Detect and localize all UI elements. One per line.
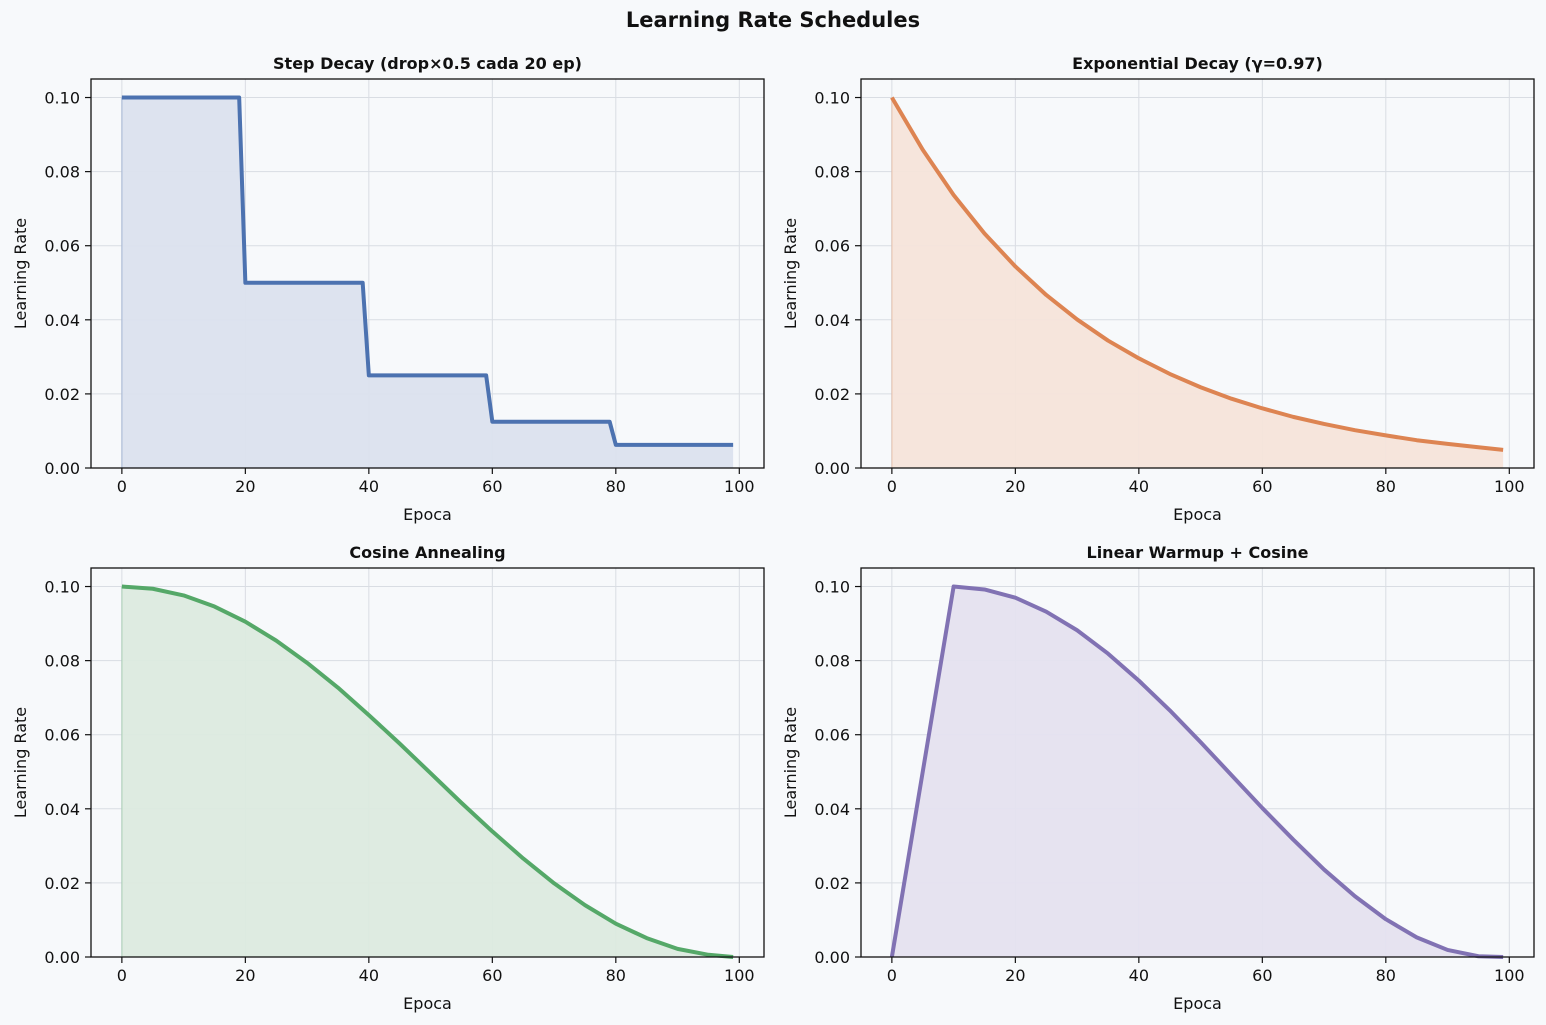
series-line xyxy=(889,584,1504,959)
x-tick-label: 20 xyxy=(235,966,255,985)
x-tick-label: 40 xyxy=(359,477,379,496)
x-tick-label: 20 xyxy=(1005,477,1025,496)
panel-title: Step Decay (drop×0.5 cada 20 ep) xyxy=(273,54,582,73)
x-tick-label: 40 xyxy=(1129,477,1149,496)
y-axis-label: Learning Rate xyxy=(11,707,30,818)
x-tick-label: 100 xyxy=(1494,966,1525,985)
x-tick-label: 20 xyxy=(1005,966,1025,985)
x-tick-label: 100 xyxy=(724,966,755,985)
series-line xyxy=(121,95,734,447)
figure-title: Learning Rate Schedules xyxy=(625,8,921,32)
x-tick-label: 60 xyxy=(482,966,502,985)
x-tick-label: 60 xyxy=(1252,477,1272,496)
x-tick-label: 60 xyxy=(1252,966,1272,985)
series-area-fill xyxy=(891,586,1504,957)
x-tick-label: 0 xyxy=(887,477,897,496)
y-axis-label: Learning Rate xyxy=(781,707,800,818)
axes-frame xyxy=(90,567,765,958)
y-tick-label: 0.10 xyxy=(814,578,850,597)
x-axis-label: Epoca xyxy=(403,505,452,524)
panel-title: Exponential Decay (γ=0.97) xyxy=(1072,54,1323,73)
y-tick-label: 0.02 xyxy=(814,874,850,893)
y-tick-label: 0.06 xyxy=(44,726,80,745)
y-tick-label: 0.02 xyxy=(44,874,80,893)
y-tick-label: 0.00 xyxy=(44,459,80,478)
series-line xyxy=(121,584,734,959)
y-tick-label: 0.04 xyxy=(44,800,80,819)
x-tick-label: 60 xyxy=(482,477,502,496)
y-tick-label: 0.02 xyxy=(814,385,850,404)
series-area-fill xyxy=(121,97,734,469)
y-tick-label: 0.04 xyxy=(44,311,80,330)
y-tick-label: 0.02 xyxy=(44,385,80,404)
y-tick-label: 0.06 xyxy=(814,237,850,256)
x-tick-label: 40 xyxy=(359,966,379,985)
x-tick-label: 100 xyxy=(1494,477,1525,496)
y-axis-label: Learning Rate xyxy=(781,218,800,329)
y-tick-label: 0.10 xyxy=(44,578,80,597)
axes-frame xyxy=(860,78,1535,469)
x-tick-label: 80 xyxy=(606,477,626,496)
axes-frame xyxy=(860,567,1535,958)
series-line xyxy=(890,96,1504,452)
y-tick-label: 0.08 xyxy=(814,652,850,671)
series-area-fill xyxy=(891,97,1504,469)
x-tick-label: 80 xyxy=(1376,966,1396,985)
y-tick-label: 0.10 xyxy=(44,89,80,108)
y-tick-label: 0.00 xyxy=(44,948,80,967)
y-axis-label: Learning Rate xyxy=(11,218,30,329)
x-tick-label: 100 xyxy=(724,477,755,496)
y-tick-label: 0.08 xyxy=(44,163,80,182)
y-tick-label: 0.00 xyxy=(814,459,850,478)
x-tick-label: 0 xyxy=(117,477,127,496)
x-tick-label: 40 xyxy=(1129,966,1149,985)
x-axis-label: Epoca xyxy=(403,994,452,1013)
y-tick-label: 0.08 xyxy=(814,163,850,182)
panel-3: 0 20 40 60 80 100 0.00 0.02 0.04 0.06 0.08 0.10 Cosi… xyxy=(11,543,765,1013)
panel-title: Cosine Annealing xyxy=(349,543,505,562)
panel-4: 0 20 40 60 80 100 0.00 0.02 0.04 0.06 0.08 0.10 Line… xyxy=(781,543,1535,1013)
y-tick-label: 0.04 xyxy=(814,311,850,330)
x-tick-label: 20 xyxy=(235,477,255,496)
y-tick-label: 0.00 xyxy=(814,948,850,967)
y-tick-label: 0.08 xyxy=(44,652,80,671)
panel-title: Linear Warmup + Cosine xyxy=(1087,543,1309,562)
y-tick-label: 0.06 xyxy=(814,726,850,745)
panel-1: 0 20 40 60 80 100 0.00 0.02 0.04 0.06 0.08 0.10 Step… xyxy=(11,54,765,524)
x-tick-label: 0 xyxy=(887,966,897,985)
x-tick-label: 80 xyxy=(606,966,626,985)
x-axis-label: Epoca xyxy=(1173,994,1222,1013)
axes-frame xyxy=(90,78,765,469)
x-tick-label: 0 xyxy=(117,966,127,985)
x-axis-label: Epoca xyxy=(1173,505,1222,524)
y-tick-label: 0.10 xyxy=(814,89,850,108)
y-tick-label: 0.04 xyxy=(814,800,850,819)
y-tick-label: 0.06 xyxy=(44,237,80,256)
panel-2: 0 20 40 60 80 100 0.00 0.02 0.04 0.06 0.08 0.10 Expo… xyxy=(781,54,1535,524)
x-tick-label: 80 xyxy=(1376,477,1396,496)
